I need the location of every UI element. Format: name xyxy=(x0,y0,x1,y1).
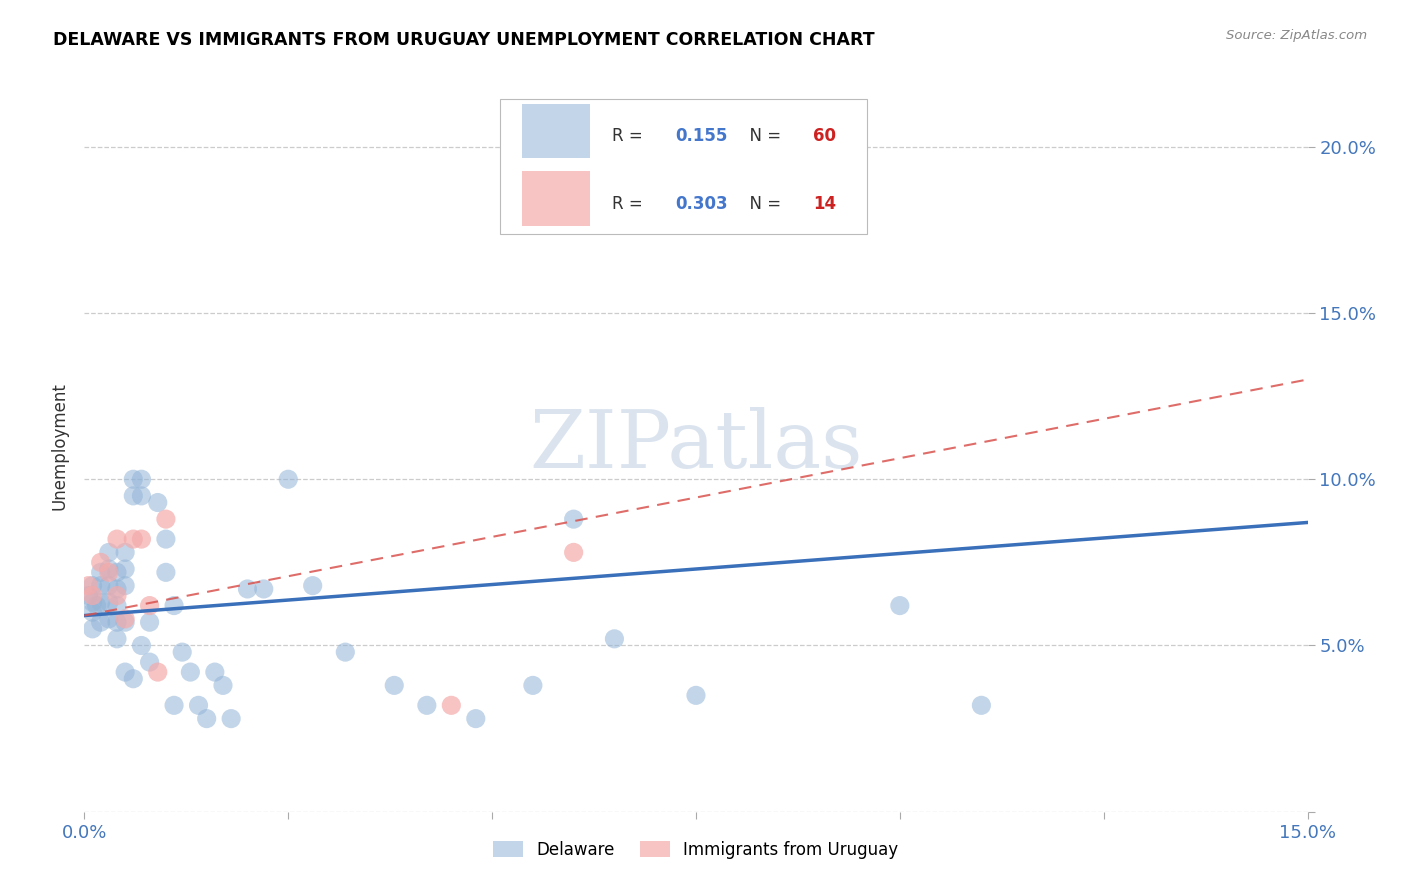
Point xyxy=(114,612,136,626)
Point xyxy=(204,665,226,679)
FancyBboxPatch shape xyxy=(501,98,868,234)
Point xyxy=(105,589,128,603)
Point xyxy=(114,615,136,630)
Point xyxy=(131,489,153,503)
Text: Source: ZipAtlas.com: Source: ZipAtlas.com xyxy=(1226,29,1367,42)
Point xyxy=(105,632,128,646)
Point xyxy=(212,678,235,692)
Point xyxy=(253,582,276,596)
Text: 14: 14 xyxy=(814,195,837,213)
Point xyxy=(603,632,626,646)
Point xyxy=(155,512,177,526)
Point xyxy=(90,595,112,609)
Point xyxy=(138,599,160,613)
Point xyxy=(105,566,128,580)
Text: N =: N = xyxy=(738,128,786,145)
Point xyxy=(122,489,145,503)
Point xyxy=(82,622,104,636)
Point xyxy=(97,595,120,609)
Point xyxy=(685,689,707,703)
Point xyxy=(179,665,201,679)
Point xyxy=(163,698,186,713)
Point xyxy=(163,599,186,613)
Point xyxy=(122,672,145,686)
Point xyxy=(77,589,100,603)
Point xyxy=(105,582,128,596)
Point xyxy=(105,599,128,613)
Point xyxy=(114,562,136,576)
Point xyxy=(105,532,128,546)
Point xyxy=(562,512,585,526)
Point xyxy=(146,495,169,509)
Point xyxy=(97,566,120,580)
Text: 60: 60 xyxy=(814,128,837,145)
Point xyxy=(77,579,100,593)
Point xyxy=(146,665,169,679)
Y-axis label: Unemployment: Unemployment xyxy=(51,382,69,510)
Point xyxy=(970,698,993,713)
Point xyxy=(90,555,112,569)
Point xyxy=(382,678,405,692)
Point xyxy=(195,712,218,726)
Point xyxy=(522,678,544,692)
Point xyxy=(416,698,439,713)
Point xyxy=(114,665,136,679)
Point xyxy=(90,615,112,630)
Point xyxy=(236,582,259,596)
Point xyxy=(131,472,153,486)
Point xyxy=(90,566,112,580)
Point xyxy=(122,532,145,546)
Point xyxy=(82,589,104,603)
Point xyxy=(301,579,323,593)
FancyBboxPatch shape xyxy=(522,171,589,226)
Point xyxy=(889,599,911,613)
Text: 0.303: 0.303 xyxy=(675,195,728,213)
Text: R =: R = xyxy=(612,128,648,145)
Point xyxy=(138,655,160,669)
Point xyxy=(97,562,120,576)
Point xyxy=(219,712,242,726)
Point xyxy=(114,579,136,593)
Point xyxy=(82,579,104,593)
Text: DELAWARE VS IMMIGRANTS FROM URUGUAY UNEMPLOYMENT CORRELATION CHART: DELAWARE VS IMMIGRANTS FROM URUGUAY UNEM… xyxy=(53,31,875,49)
Point xyxy=(187,698,209,713)
Point xyxy=(131,532,153,546)
Text: N =: N = xyxy=(738,195,786,213)
Point xyxy=(82,595,104,609)
Point xyxy=(562,545,585,559)
Point xyxy=(114,545,136,559)
Point xyxy=(155,566,177,580)
FancyBboxPatch shape xyxy=(522,103,589,159)
Point xyxy=(464,712,486,726)
Point xyxy=(97,612,120,626)
Point xyxy=(131,639,153,653)
Point xyxy=(155,532,177,546)
Point xyxy=(807,189,830,203)
Point xyxy=(90,579,112,593)
Text: 0.155: 0.155 xyxy=(675,128,727,145)
Point xyxy=(335,645,357,659)
Point xyxy=(97,545,120,559)
Point xyxy=(82,605,104,619)
Text: R =: R = xyxy=(612,195,648,213)
Point xyxy=(105,615,128,630)
Point xyxy=(277,472,299,486)
Point xyxy=(172,645,194,659)
Point xyxy=(138,615,160,630)
Point xyxy=(97,579,120,593)
Legend: Delaware, Immigrants from Uruguay: Delaware, Immigrants from Uruguay xyxy=(486,834,905,865)
Point xyxy=(122,472,145,486)
Point xyxy=(440,698,463,713)
Text: ZIPatlas: ZIPatlas xyxy=(529,407,863,485)
Point xyxy=(86,599,108,613)
